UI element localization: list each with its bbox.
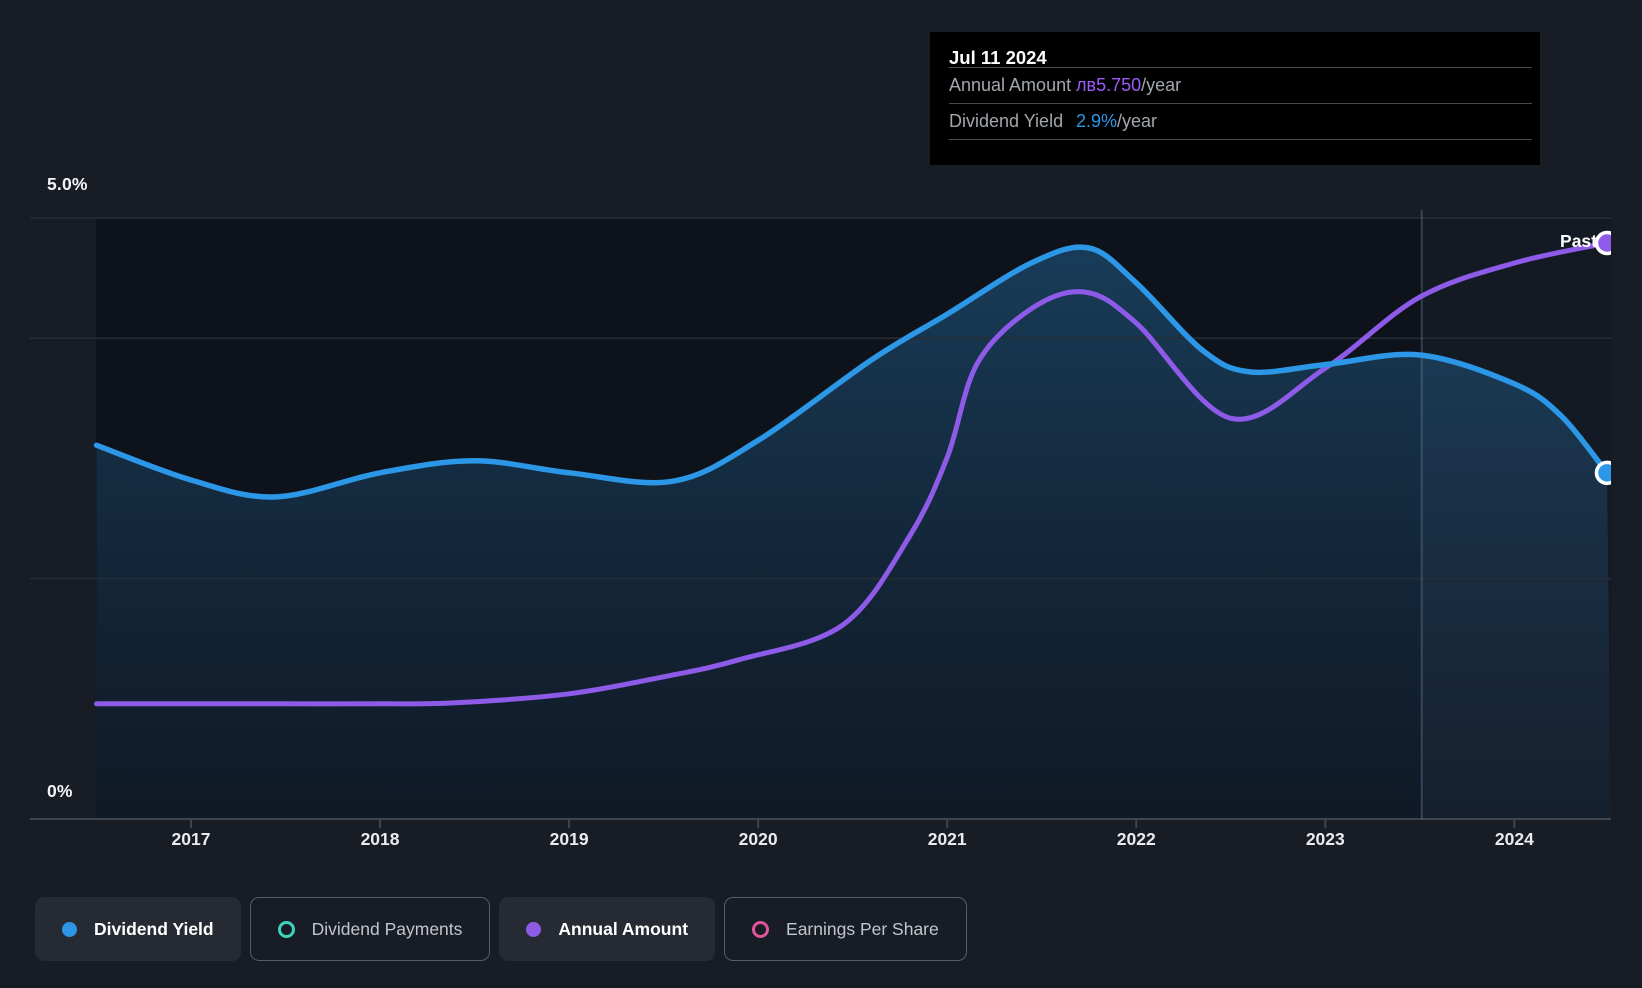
dividend-yield-line <box>93 244 1610 500</box>
tooltip-row-dividend-yield: Dividend Yield 2.9%/year <box>949 103 1532 139</box>
legend-marker-icon <box>62 921 77 937</box>
x-tick-label-2024: 2024 <box>1494 829 1534 849</box>
x-tick-label-2018: 2018 <box>360 829 400 849</box>
yield-area-fill <box>96 247 1611 820</box>
legend-label: Dividend Yield <box>94 918 214 939</box>
x-tick-label-2022: 2022 <box>1116 829 1156 849</box>
legend-label: Earnings Per Share <box>786 918 939 939</box>
tooltip-divider <box>949 139 1532 140</box>
y-axis-label-min: 0% <box>47 781 73 801</box>
y-axis-label-max: 5.0% <box>47 174 88 194</box>
recent-period-shade <box>1421 218 1611 819</box>
tooltip-row-annual-amount: Annual Amount лв5.750/year <box>949 67 1532 103</box>
legend-marker-icon <box>752 920 770 938</box>
legend-button-annual-amount[interactable]: Annual Amount <box>499 897 716 961</box>
legend-marker-icon <box>277 920 295 938</box>
x-tick-label-2017: 2017 <box>171 829 211 849</box>
past-label: Past <box>1560 231 1597 251</box>
tooltip-value-suffix: /year <box>1141 75 1182 95</box>
legend-button-earnings-per-share[interactable]: Earnings Per Share <box>724 897 967 961</box>
tooltip-date: Jul 11 2024 <box>949 47 1047 68</box>
x-tick-label-2020: 2020 <box>738 829 778 849</box>
x-tick-label-2019: 2019 <box>549 829 589 849</box>
legend: Dividend Yield Dividend Payments Annual Am… <box>35 897 967 961</box>
x-tick-label-2021: 2021 <box>927 829 967 849</box>
legend-marker-icon <box>526 921 542 937</box>
legend-label: Annual Amount <box>558 918 689 939</box>
tooltip-value-annual-amount: лв5.750 <box>1076 75 1142 95</box>
tooltip: Jul 11 2024 Annual Amount лв5.750/year D… <box>930 32 1540 165</box>
dividend-yield-end-marker <box>1594 460 1611 486</box>
legend-label: Dividend Payments <box>311 918 463 939</box>
annual-amount-end-marker <box>1594 230 1611 256</box>
tooltip-value-dividend-yield: 2.9% <box>1076 111 1118 131</box>
legend-button-dividend-yield[interactable]: Dividend Yield <box>35 897 241 961</box>
tooltip-label: Dividend Yield <box>949 111 1064 131</box>
annual-amount-line <box>94 240 1610 707</box>
legend-button-dividend-payments[interactable]: Dividend Payments <box>249 897 491 961</box>
x-tick-label-2023: 2023 <box>1305 829 1345 849</box>
tooltip-value-suffix: /year <box>1117 111 1158 131</box>
tooltip-label: Annual Amount <box>949 75 1072 95</box>
